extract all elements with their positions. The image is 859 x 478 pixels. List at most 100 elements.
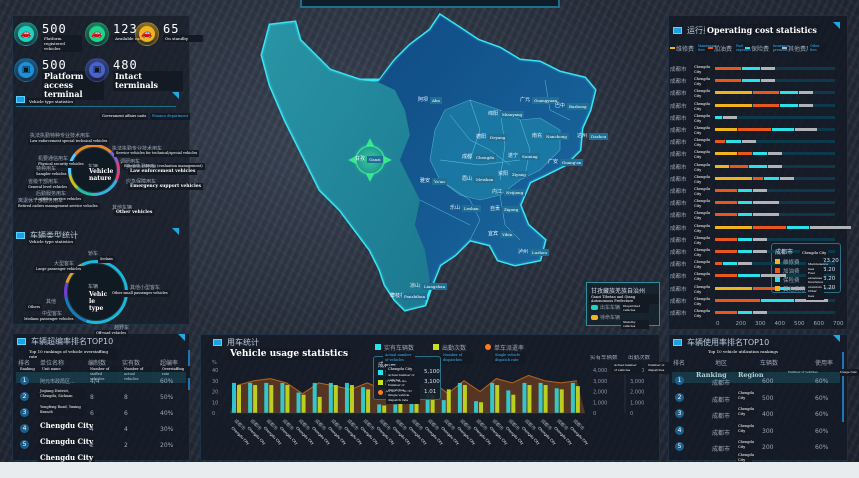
cost-bar-segment[interactable] (715, 262, 722, 266)
region-name[interactable]: 成都市 (712, 413, 731, 420)
cost-bar-segment[interactable] (737, 152, 752, 156)
map-region-label[interactable]: 南充 (532, 133, 543, 139)
legend-government[interactable]: Government affairs units (100, 113, 149, 120)
cost-bar-segment[interactable] (737, 262, 752, 266)
map-region-label[interactable]: 自贡 (490, 206, 501, 212)
cost-bar-segment[interactable] (741, 67, 760, 70)
cost-bar-segment[interactable] (753, 237, 768, 241)
map-region-label[interactable]: 成都 (462, 154, 473, 160)
cost-bar-segment[interactable] (753, 225, 787, 229)
region-name[interactable]: 成都市 (712, 446, 731, 453)
region-name[interactable]: 成都市 (712, 380, 731, 387)
cost-bar-segment[interactable] (764, 176, 779, 180)
map-region-label[interactable]: 乐山 (450, 205, 461, 211)
cost-bar-segment[interactable] (798, 91, 813, 95)
cost-bar-segment[interactable] (775, 286, 790, 290)
map-region-label[interactable]: 德阳 (476, 134, 487, 140)
cost-bar-segment[interactable] (798, 103, 813, 107)
region-name[interactable]: 成都市 (712, 396, 731, 404)
cost-bar-segment[interactable] (791, 286, 806, 290)
cost-bar-segment[interactable] (779, 176, 794, 180)
cost-bar-segment[interactable] (715, 274, 737, 278)
cost-bar-segment[interactable] (810, 225, 851, 229)
cost-bar-segment[interactable] (737, 274, 760, 278)
cost-bar-segment[interactable] (737, 201, 752, 205)
region-name[interactable]: 成都市 (712, 429, 731, 437)
cost-bar-segment[interactable] (715, 79, 741, 83)
cost-bar-segment[interactable] (722, 262, 737, 266)
cost-bar-segment[interactable] (753, 91, 779, 95)
cost-bar-segment[interactable] (753, 311, 768, 314)
cost-bar-segment[interactable] (737, 189, 752, 192)
cost-bar-segment[interactable] (753, 201, 779, 205)
cost-bar-segment[interactable] (760, 79, 775, 83)
map-region-label[interactable]: 雅安 (420, 178, 431, 184)
cost-bar-segment[interactable] (779, 103, 798, 107)
map-region-label[interactable]: 攀枝花 (390, 293, 406, 299)
legend-finance[interactable]: Finance department (150, 113, 191, 120)
map-region-label[interactable]: 眉山 (462, 176, 473, 182)
cost-bar-segment[interactable] (737, 311, 752, 314)
cost-bar-segment[interactable] (753, 189, 768, 192)
cost-bar-segment[interactable] (715, 250, 737, 253)
cost-bar-segment[interactable] (715, 176, 752, 180)
cost-bar-segment[interactable] (794, 298, 828, 302)
cost-bar-segment[interactable] (715, 91, 752, 95)
legend-label[interactable]: 单车派遣率 (494, 345, 525, 352)
cost-bar-segment[interactable] (715, 311, 737, 314)
map-region-label[interactable]: 甘孜 (355, 156, 366, 162)
cost-bar-segment[interactable] (779, 91, 798, 95)
map-region-label[interactable]: 阿坝 (418, 97, 429, 103)
cost-bar-segment[interactable] (768, 152, 783, 156)
cost-bar-segment[interactable] (726, 140, 741, 144)
cost-bar-segment[interactable] (715, 225, 752, 229)
map-region-label[interactable]: 凉山 (410, 283, 421, 289)
cost-bar-segment[interactable] (787, 225, 809, 229)
cost-bar-segment[interactable] (737, 128, 771, 131)
map-region-label[interactable]: 广元 (520, 97, 531, 103)
cost-bar-segment[interactable] (715, 286, 752, 290)
legend-label[interactable]: 保险费 (751, 46, 770, 53)
cost-bar-segment[interactable] (715, 140, 726, 144)
cost-bar-segment[interactable] (715, 189, 737, 192)
cost-bar-segment[interactable] (737, 250, 752, 253)
legend-label[interactable]: 维修费 (676, 46, 695, 53)
cost-bar-segment[interactable] (737, 213, 752, 217)
cost-bar-segment[interactable] (737, 237, 752, 241)
cost-bar-segment[interactable] (794, 128, 817, 131)
map-region-label[interactable]: 泸州 (518, 249, 529, 255)
map-region-label[interactable]: 遂宁 (508, 153, 519, 159)
legend-label[interactable]: 加油费 (714, 46, 733, 53)
cost-bar-segment[interactable] (753, 213, 779, 217)
cost-bar-segment[interactable] (730, 164, 749, 168)
map-region-label[interactable]: 宜宾 (488, 231, 499, 237)
cost-bar-segment[interactable] (715, 164, 730, 168)
map-region-label[interactable]: 内江 (492, 189, 503, 195)
map-region-label[interactable]: 广安 (548, 159, 559, 165)
cost-bar-segment[interactable] (749, 164, 768, 168)
cost-bar-segment[interactable] (715, 103, 752, 107)
cost-bar-segment[interactable] (753, 103, 779, 107)
legend-label[interactable]: 出勤次数 (442, 345, 467, 352)
cost-bar-segment[interactable] (715, 237, 737, 241)
cost-bar-segment[interactable] (715, 201, 737, 205)
cost-bar-segment[interactable] (715, 213, 737, 217)
cost-bar-segment[interactable] (715, 67, 741, 70)
cost-bar-segment[interactable] (772, 128, 794, 131)
cost-bar-segment[interactable] (741, 140, 756, 144)
cost-bar-segment[interactable] (741, 79, 760, 83)
cost-bar-segment[interactable] (768, 164, 783, 168)
map-region-label[interactable]: 绵阳 (488, 111, 499, 117)
cost-bar-segment[interactable] (715, 128, 737, 131)
cost-bar-segment[interactable] (753, 152, 768, 156)
cost-bar-segment[interactable] (715, 298, 760, 302)
cost-bar-segment[interactable] (760, 274, 787, 278)
map-region-label[interactable]: 资阳 (498, 171, 509, 177)
cost-bar-segment[interactable] (715, 152, 737, 156)
cost-bar-segment[interactable] (722, 115, 737, 119)
cost-bar-segment[interactable] (753, 176, 764, 180)
cost-bar-segment[interactable] (715, 115, 722, 119)
cost-bar-segment[interactable] (760, 67, 775, 70)
cost-bar-segment[interactable] (753, 250, 768, 253)
map-region-label[interactable]: 达州 (577, 133, 588, 139)
